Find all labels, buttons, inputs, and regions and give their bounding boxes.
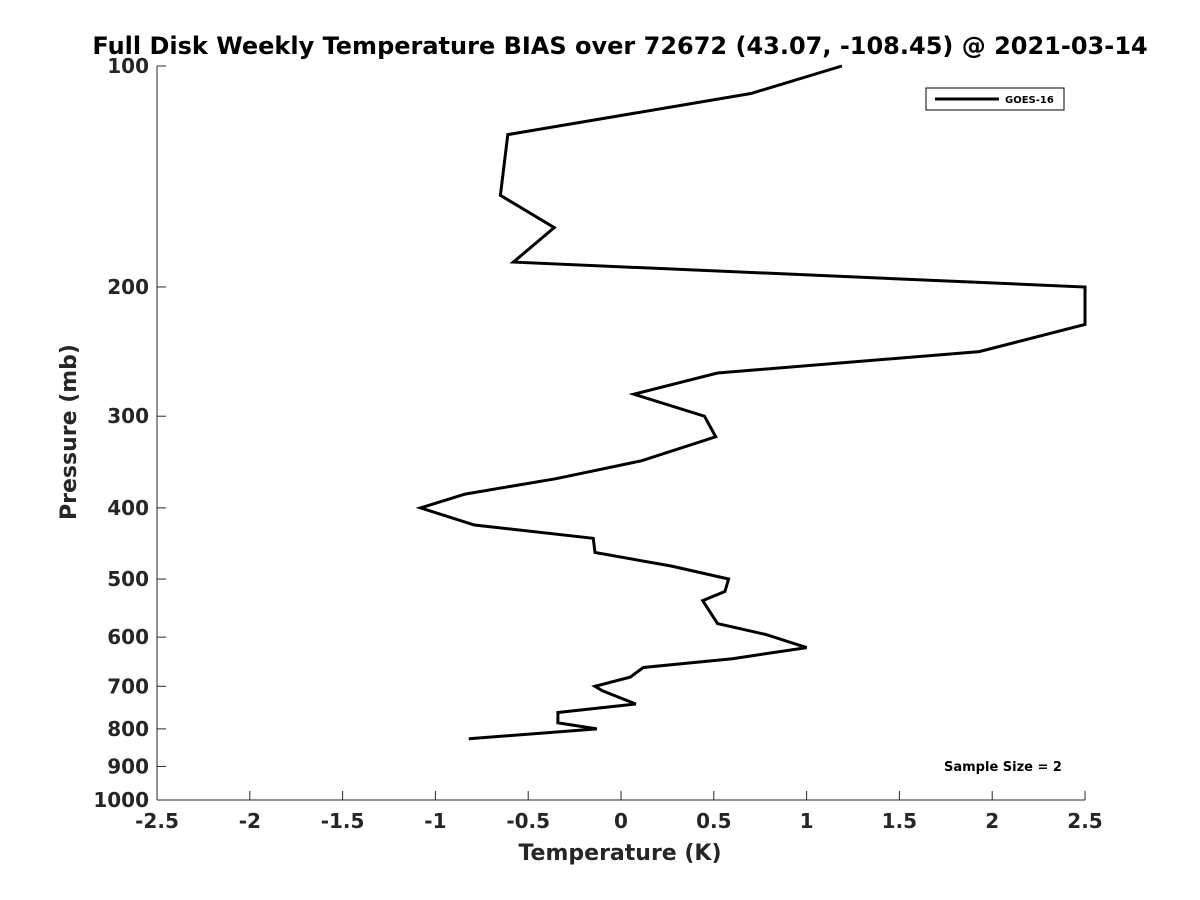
y-tick-label: 500	[107, 567, 149, 591]
x-tick-label: -1.5	[321, 809, 365, 833]
x-tick-label: -2	[239, 809, 261, 833]
y-tick-label: 1000	[93, 788, 149, 812]
legend-label-goes-16: GOES-16	[1005, 95, 1054, 106]
y-tick-label: 800	[107, 717, 149, 741]
x-tick-label: 1.5	[882, 809, 917, 833]
x-tick-label: -1	[424, 809, 446, 833]
y-tick-label: 400	[107, 496, 149, 520]
x-tick-label: 0	[614, 809, 628, 833]
x-axis-ticks: -2.5 -2 -1.5 -1 -0.5 0 0.5 1 1.5 2 2.5	[135, 791, 1103, 833]
x-tick-label: 2.5	[1067, 809, 1102, 833]
y-tick-label: 100	[107, 54, 149, 78]
y-tick-label: 300	[107, 404, 149, 428]
x-tick-label: -0.5	[506, 809, 550, 833]
y-tick-label: 900	[107, 754, 149, 778]
plot-area	[156, 66, 1085, 801]
x-axis-label: Temperature (K)	[518, 841, 721, 866]
chart-title: Full Disk Weekly Temperature BIAS over 7…	[92, 32, 1147, 60]
y-axis-label: Pressure (mb)	[57, 344, 82, 520]
y-tick-label: 600	[107, 625, 149, 649]
sample-size-annotation: Sample Size = 2	[944, 760, 1062, 775]
x-tick-label: -2.5	[135, 809, 179, 833]
x-tick-label: 1	[800, 809, 814, 833]
y-axis-ticks: 100 200 300 400 500 600 700 800 900 1000	[93, 54, 166, 812]
x-tick-label: 2	[985, 809, 999, 833]
x-tick-label: 0.5	[696, 809, 731, 833]
series-line-goes-16	[415, 64, 1087, 741]
series-layer	[415, 64, 1087, 741]
y-tick-label: 200	[107, 275, 149, 299]
y-tick-label: 700	[107, 674, 149, 698]
legend: GOES-16	[925, 87, 1065, 111]
